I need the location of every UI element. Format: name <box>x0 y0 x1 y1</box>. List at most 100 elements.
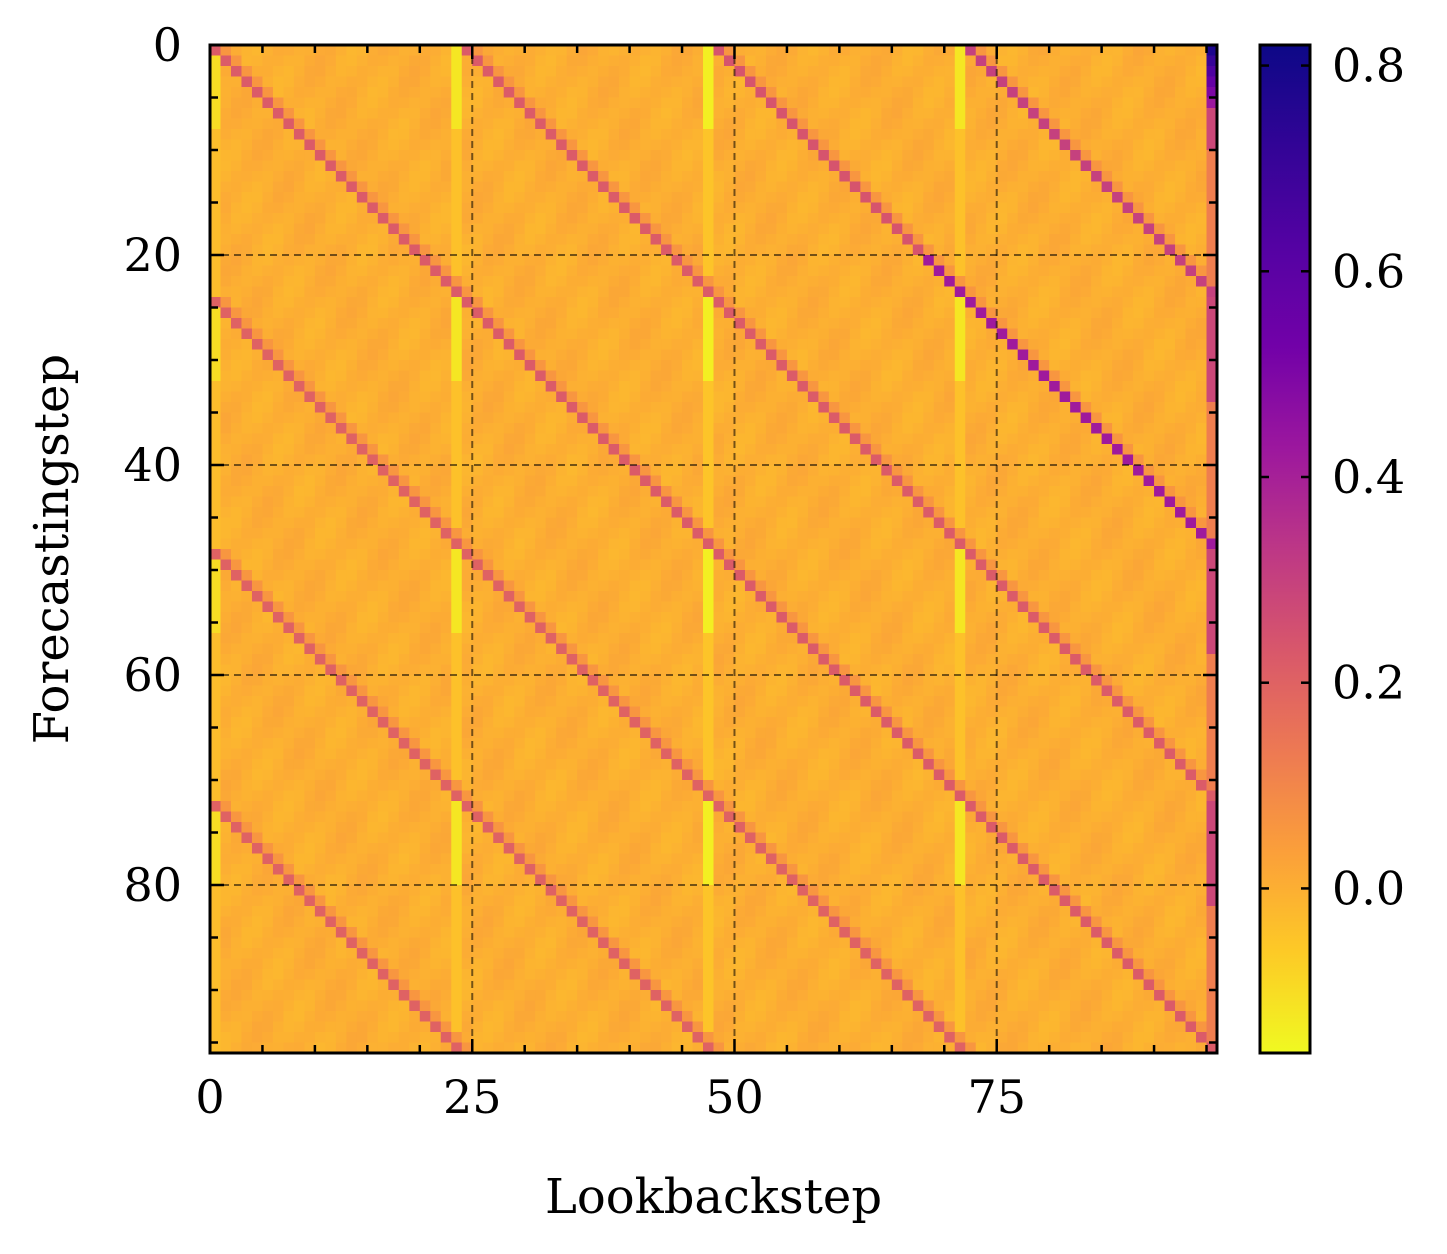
heatmap-cell <box>377 507 389 519</box>
heatmap-cell <box>619 307 631 319</box>
heatmap-cell <box>1164 171 1176 183</box>
heatmap-cell <box>325 265 337 277</box>
heatmap-cell <box>682 370 694 382</box>
heatmap-cell <box>1143 160 1155 172</box>
heatmap-cell <box>514 328 526 340</box>
heatmap-cell <box>682 433 694 445</box>
heatmap-cell <box>1101 297 1113 309</box>
heatmap-cell <box>765 55 778 67</box>
heatmap-cell <box>1143 318 1155 330</box>
heatmap-cell <box>251 475 264 487</box>
heatmap-cell <box>891 244 903 256</box>
heatmap-cell <box>923 76 935 88</box>
heatmap-cell <box>335 234 347 246</box>
heatmap-cell <box>230 97 243 109</box>
heatmap-cell <box>545 202 557 214</box>
heatmap-cell <box>503 570 515 582</box>
heatmap-cell <box>356 286 368 298</box>
heatmap-cell <box>755 580 767 592</box>
heatmap-cell <box>1185 444 1197 456</box>
heatmap-cell <box>671 570 683 582</box>
heatmap-cell <box>419 486 431 498</box>
heatmap-cell <box>839 580 851 592</box>
heatmap-cell <box>587 255 599 267</box>
heatmap-cell <box>241 465 253 477</box>
heatmap-cell <box>1049 423 1061 435</box>
heatmap-cell <box>503 580 515 592</box>
heatmap-cell <box>608 213 620 225</box>
heatmap-cell <box>986 160 998 172</box>
heatmap-cell <box>1049 234 1061 246</box>
heatmap-cell <box>440 181 452 193</box>
heatmap-cell <box>849 328 861 340</box>
heatmap-cell <box>283 538 295 550</box>
heatmap-cell <box>849 318 861 330</box>
heatmap-cell <box>1017 496 1029 508</box>
heatmap-cell <box>629 360 641 372</box>
heatmap-cell <box>346 444 358 456</box>
heatmap-cell <box>933 234 945 246</box>
heatmap-cell <box>713 423 725 435</box>
heatmap-cell <box>849 465 861 477</box>
heatmap-cell <box>839 570 851 582</box>
heatmap-cell <box>650 339 662 351</box>
heatmap-cell <box>377 118 389 130</box>
heatmap-cell <box>430 55 442 67</box>
heatmap-cell <box>1028 412 1040 424</box>
heatmap-cell <box>849 181 861 193</box>
heatmap-cell <box>1112 349 1124 361</box>
heatmap-cell <box>807 328 819 340</box>
heatmap-cell <box>346 286 358 298</box>
heatmap-cell <box>1091 202 1103 214</box>
heatmap-cell <box>849 244 861 256</box>
heatmap-cell <box>377 349 389 361</box>
heatmap-cell <box>251 370 264 382</box>
heatmap-cell <box>1175 402 1187 414</box>
heatmap-cell <box>451 402 463 414</box>
heatmap-cell <box>661 265 673 277</box>
heatmap-cell <box>461 360 473 372</box>
heatmap-cell <box>346 160 358 172</box>
heatmap-cell <box>828 570 840 582</box>
heatmap-cell <box>440 45 452 57</box>
heatmap-cell <box>912 559 924 571</box>
heatmap-cell <box>440 402 452 414</box>
heatmap-cell <box>419 223 431 235</box>
heatmap-cell <box>1175 202 1187 214</box>
heatmap-cell <box>703 454 715 466</box>
heatmap-cell <box>682 139 694 151</box>
heatmap-cell <box>713 118 725 130</box>
heatmap-cell <box>272 45 285 57</box>
heatmap-cell <box>902 192 914 204</box>
heatmap-cell <box>860 370 872 382</box>
heatmap-cell <box>577 507 589 519</box>
heatmap-cell <box>671 265 683 277</box>
heatmap-cell <box>902 580 914 592</box>
heatmap-cell <box>1164 517 1176 529</box>
heatmap-cell <box>765 129 778 141</box>
heatmap-cell <box>241 549 253 561</box>
heatmap-cell <box>671 139 683 151</box>
heatmap-cell <box>923 391 935 403</box>
heatmap-cell <box>965 244 977 256</box>
heatmap-cell <box>335 97 347 109</box>
heatmap-cell <box>1059 213 1071 225</box>
heatmap-cell <box>650 496 662 508</box>
heatmap-cell <box>839 255 851 267</box>
heatmap-cell <box>1028 517 1040 529</box>
heatmap-cell <box>786 297 799 309</box>
heatmap-cell <box>388 318 400 330</box>
heatmap-cell <box>577 391 589 403</box>
heatmap-cell <box>220 307 232 319</box>
heatmap-cell <box>713 276 725 288</box>
heatmap-cell <box>661 234 673 246</box>
heatmap-cell <box>996 496 1008 508</box>
heatmap-cell <box>881 234 893 246</box>
heatmap-cell <box>230 412 243 424</box>
heatmap-cell <box>1175 297 1187 309</box>
heatmap-cell <box>608 255 620 267</box>
heatmap-cell <box>1154 559 1166 571</box>
heatmap-cell <box>1185 118 1197 130</box>
heatmap-cell <box>587 150 599 162</box>
heatmap-cell <box>650 286 662 298</box>
